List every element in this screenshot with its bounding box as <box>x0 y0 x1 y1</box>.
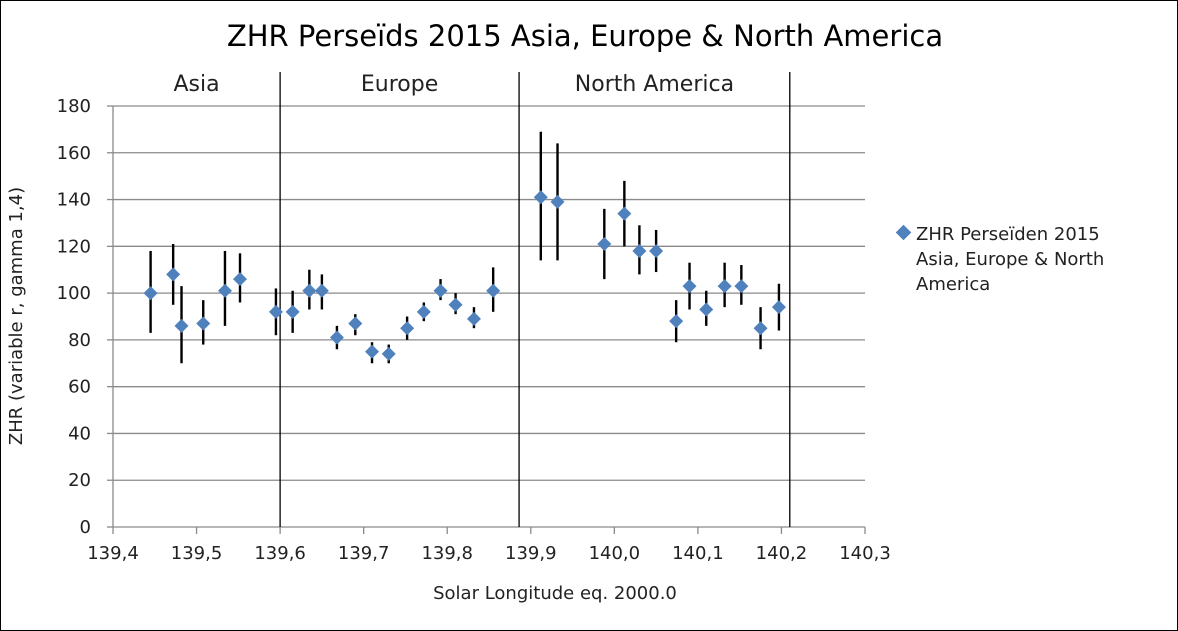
data-point <box>233 272 248 287</box>
data-point <box>649 244 664 259</box>
x-tick-label: 140,2 <box>756 543 808 564</box>
data-point <box>597 236 612 251</box>
y-axis-label: ZHR (variable r, gamma 1,4) <box>6 187 27 445</box>
data-point <box>268 304 283 319</box>
data-point <box>166 267 181 282</box>
x-tick-label: 139,6 <box>254 543 306 564</box>
data-point <box>617 206 632 221</box>
data-point <box>365 344 380 359</box>
y-tick-label: 40 <box>68 423 91 444</box>
data-point <box>217 283 232 298</box>
legend-label-line: ZHR Perseïden 2015 <box>916 224 1100 245</box>
region-label: Asia <box>174 72 220 97</box>
data-point <box>329 330 344 345</box>
x-tick-label: 140,1 <box>672 543 724 564</box>
data-point <box>486 283 501 298</box>
chart-title: ZHR Perseïds 2015 Asia, Europe & North A… <box>227 19 943 53</box>
data-point <box>302 283 317 298</box>
legend-label: ZHR Perseïden 2015 Asia, Europe & North Am… <box>916 224 1104 295</box>
y-tick-label: 80 <box>68 330 91 351</box>
data-point <box>682 279 697 294</box>
grid-lines <box>113 105 865 481</box>
data-point <box>669 314 684 329</box>
data-point <box>416 304 431 319</box>
y-tick-label: 180 <box>57 96 91 117</box>
y-tick-label: 20 <box>68 470 91 491</box>
y-tick-label: 60 <box>68 377 91 398</box>
data-point <box>448 297 463 312</box>
x-tick-label: 139,5 <box>171 543 223 564</box>
region-label: North America <box>575 72 734 97</box>
data-point <box>285 304 300 319</box>
data-point <box>533 190 548 205</box>
legend-label-line: Asia, Europe & North <box>916 249 1104 270</box>
x-tick-label: 139,4 <box>87 543 139 564</box>
data-points <box>143 131 786 364</box>
legend-label-line: America <box>916 274 990 295</box>
y-tick-label: 120 <box>57 236 91 257</box>
data-point <box>381 346 396 361</box>
data-point <box>771 300 786 315</box>
data-point <box>433 283 448 298</box>
data-point <box>400 321 415 336</box>
y-tick-label: 160 <box>57 143 91 164</box>
region-dividers: Asia Europe North America <box>174 72 791 527</box>
data-point <box>314 283 329 298</box>
x-tick-label: 140,3 <box>839 543 891 564</box>
data-point <box>466 311 481 326</box>
data-point <box>348 316 363 331</box>
data-point <box>174 318 189 333</box>
data-point <box>196 316 211 331</box>
data-point <box>550 194 565 209</box>
legend: ZHR Perseïden 2015 Asia, Europe & North Am… <box>895 224 1104 295</box>
data-point <box>717 279 732 294</box>
x-axis-label: Solar Longitude eq. 2000.0 <box>433 583 677 604</box>
x-tick-label: 139,8 <box>421 543 473 564</box>
data-point <box>632 244 647 259</box>
axes: 0 20 40 60 80 100 120 140 160 180 139,4 139,5 139,6 1… <box>57 96 891 564</box>
data-point <box>699 302 714 317</box>
y-tick-label: 100 <box>57 283 91 304</box>
data-point <box>734 279 749 294</box>
data-point <box>143 286 158 301</box>
region-label: Europe <box>361 72 438 97</box>
x-tick-label: 139,9 <box>505 543 557 564</box>
x-tick-label: 140,0 <box>589 543 641 564</box>
y-tick-label: 0 <box>80 517 91 538</box>
data-point <box>753 321 768 336</box>
x-tick-label: 139,7 <box>338 543 390 564</box>
y-tick-label: 140 <box>57 190 91 211</box>
legend-marker <box>895 224 912 241</box>
